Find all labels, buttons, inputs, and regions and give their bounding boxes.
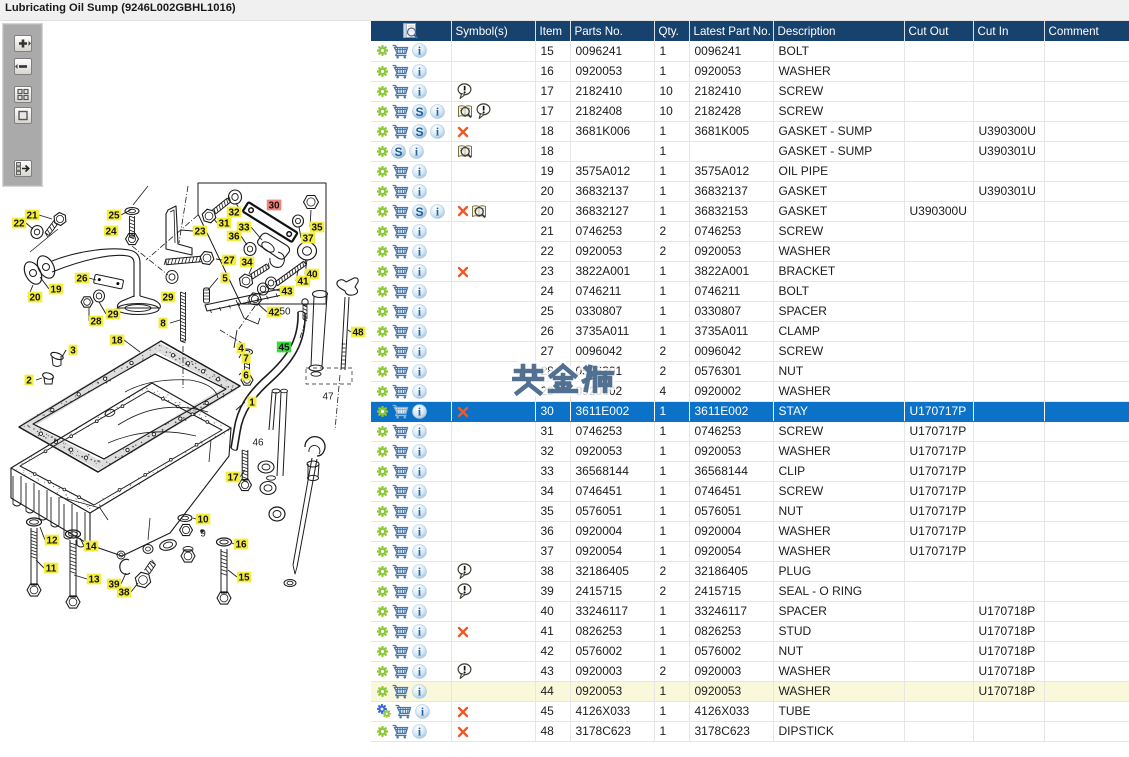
svg-text:23: 23 [194, 227, 206, 238]
svg-text:41: 41 [297, 277, 309, 288]
svg-text:4: 4 [238, 344, 244, 355]
svg-text:6: 6 [243, 371, 249, 382]
svg-text:10: 10 [197, 515, 209, 526]
svg-text:48: 48 [352, 328, 364, 339]
svg-text:19: 19 [50, 285, 62, 296]
svg-text:13: 13 [88, 575, 100, 586]
svg-text:32: 32 [228, 208, 240, 219]
svg-text:11: 11 [46, 564, 57, 575]
svg-text:3: 3 [70, 346, 76, 357]
svg-text:9: 9 [200, 529, 206, 540]
svg-text:24: 24 [105, 227, 117, 238]
svg-text:36: 36 [228, 232, 240, 243]
svg-text:33: 33 [238, 223, 250, 234]
svg-text:38: 38 [118, 588, 130, 599]
svg-text:27: 27 [223, 256, 235, 267]
svg-text:18: 18 [111, 336, 123, 347]
svg-text:15: 15 [238, 573, 250, 584]
svg-text:42: 42 [268, 308, 280, 319]
svg-text:16: 16 [235, 540, 247, 551]
svg-text:22: 22 [13, 219, 25, 230]
svg-text:8: 8 [160, 319, 166, 330]
svg-text:31: 31 [218, 219, 230, 230]
svg-text:37: 37 [302, 234, 314, 245]
svg-text:14: 14 [85, 542, 97, 553]
svg-text:7: 7 [243, 354, 249, 365]
svg-text:29: 29 [107, 310, 119, 321]
svg-text:45: 45 [278, 343, 290, 354]
svg-text:20: 20 [29, 293, 41, 304]
svg-text:28: 28 [90, 317, 102, 328]
svg-text:46: 46 [252, 438, 264, 449]
svg-text:26: 26 [76, 274, 88, 285]
svg-text:2: 2 [26, 376, 32, 387]
svg-text:12: 12 [46, 536, 58, 547]
svg-text:29: 29 [162, 293, 174, 304]
svg-text:40: 40 [306, 270, 318, 281]
svg-text:35: 35 [311, 223, 323, 234]
svg-text:39: 39 [108, 580, 120, 591]
svg-text:50: 50 [279, 307, 291, 318]
svg-text:34: 34 [241, 258, 253, 269]
svg-text:30: 30 [268, 201, 280, 212]
svg-text:25: 25 [108, 211, 120, 222]
svg-text:5: 5 [222, 274, 228, 285]
svg-text:1: 1 [249, 398, 255, 409]
svg-text:21: 21 [26, 211, 38, 222]
svg-text:43: 43 [281, 287, 293, 298]
svg-text:17: 17 [227, 473, 239, 484]
svg-text:47: 47 [322, 392, 334, 403]
